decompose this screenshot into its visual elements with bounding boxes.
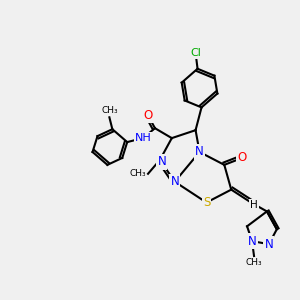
Text: S: S bbox=[203, 196, 210, 209]
Text: CH₃: CH₃ bbox=[101, 106, 118, 115]
Text: CH₃: CH₃ bbox=[246, 258, 262, 267]
Text: CH₃: CH₃ bbox=[129, 169, 146, 178]
Text: N: N bbox=[195, 146, 204, 158]
Text: NH: NH bbox=[135, 133, 152, 143]
Text: O: O bbox=[238, 152, 247, 164]
Text: N: N bbox=[170, 175, 179, 188]
Text: N: N bbox=[158, 155, 166, 168]
Text: Cl: Cl bbox=[190, 48, 201, 58]
Text: H: H bbox=[250, 200, 258, 211]
Text: O: O bbox=[143, 109, 153, 122]
Text: N: N bbox=[248, 235, 256, 248]
Text: N: N bbox=[265, 238, 273, 250]
